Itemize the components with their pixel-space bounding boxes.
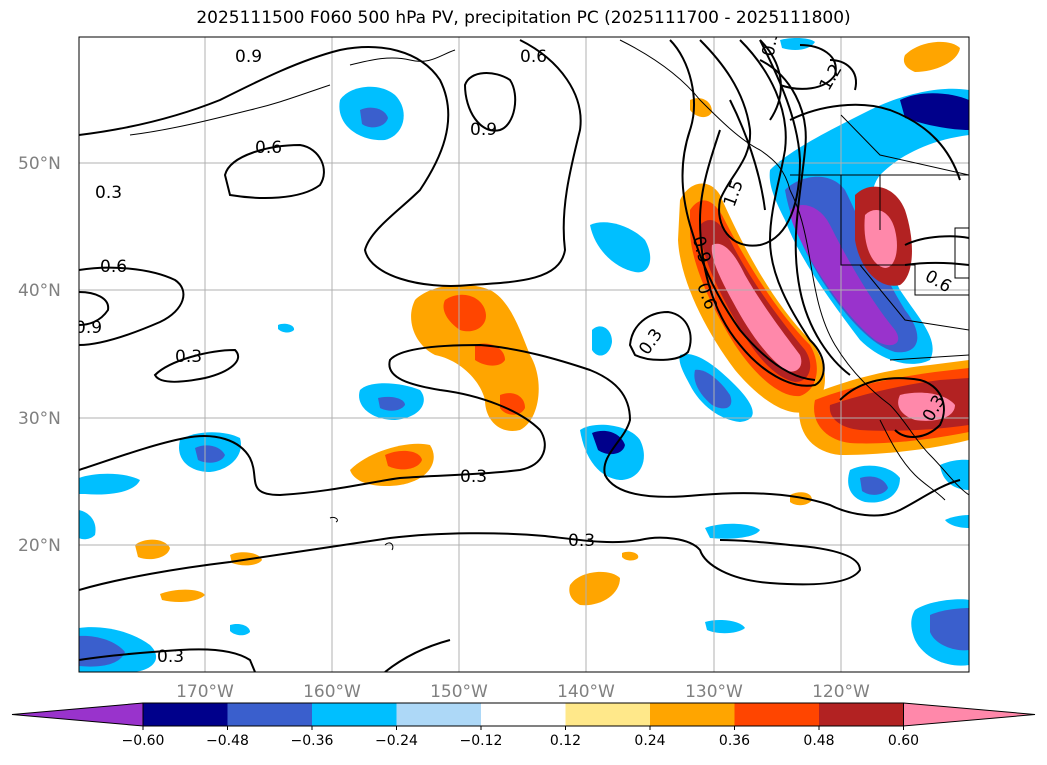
lon-label: 150°W xyxy=(430,682,488,702)
contour-label: 0.6 xyxy=(520,47,547,67)
contour-label: 0.3 xyxy=(157,647,184,667)
colorbar-tick-label: 0.12 xyxy=(550,733,581,749)
colorbar-segment xyxy=(396,703,482,726)
contour-label: 0.6 xyxy=(100,257,127,277)
contour-label: 0.9 xyxy=(470,120,497,140)
contour-label: 0.3 xyxy=(175,347,202,367)
colorbar-segment xyxy=(481,703,566,726)
colorbar-tick-label: −0.48 xyxy=(206,733,249,749)
colorbar-extend-high xyxy=(903,702,1036,727)
colorbar-segment xyxy=(565,703,651,726)
contour-label: 0.3 xyxy=(95,183,122,203)
colorbar-segment xyxy=(819,703,904,726)
colorbar-tick-label: −0.36 xyxy=(291,733,334,749)
colorbar-tick-label: −0.60 xyxy=(122,733,165,749)
colorbar-tick-label: 0.60 xyxy=(888,733,919,749)
map-frame xyxy=(78,36,970,673)
colorbar-tick-label: 0.36 xyxy=(719,733,750,749)
colorbar-segment xyxy=(734,703,820,726)
contour-label: 0.3 xyxy=(460,467,487,487)
contour-label: 0.6 xyxy=(255,138,282,158)
colorbar-tick-label: 0.24 xyxy=(634,733,665,749)
colorbar-segment xyxy=(143,703,228,726)
lat-label: 30°N xyxy=(18,409,61,429)
map-title: 2025111500 F060 500 hPa PV, precipitatio… xyxy=(196,8,851,28)
latitude-labels: 50°N 40°N 30°N 20°N xyxy=(18,154,61,556)
contour-label: 0.3 xyxy=(568,531,595,551)
lon-label: 170°W xyxy=(176,682,234,702)
lon-label: 160°W xyxy=(303,682,361,702)
colorbar-tick-label: −0.24 xyxy=(375,733,418,749)
lon-label: 140°W xyxy=(557,682,615,702)
lon-label: 120°W xyxy=(812,682,870,702)
colorbar-segment xyxy=(650,703,735,726)
colorbar-tick-label: 0.48 xyxy=(803,733,834,749)
lat-label: 50°N xyxy=(18,154,61,174)
contour-label: 0.3 xyxy=(759,28,783,58)
colorbar: −0.60 −0.48 −0.36 −0.24 −0.12 0.12 0.24 0.36 0.4… xyxy=(11,702,1036,749)
coastlines xyxy=(129,39,969,551)
map-panel: 0.9 0.6 0.9 0.6 0.3 0.6 0.9 0.3 0.3 0.3 … xyxy=(75,28,970,673)
colorbar-tick-label: −0.12 xyxy=(460,733,503,749)
pv-contours xyxy=(79,39,969,672)
colorbar-extend-low xyxy=(11,702,144,727)
colorbar-outline xyxy=(142,702,904,727)
colorbar-segment xyxy=(312,703,397,726)
lon-label: 130°W xyxy=(685,682,743,702)
contour-label: 0.9 xyxy=(235,47,262,67)
longitude-labels: 170°W 160°W 150°W 140°W 130°W 120°W xyxy=(176,682,870,702)
lat-label: 20°N xyxy=(18,536,61,556)
colorbar-segment xyxy=(227,703,313,726)
lat-label: 40°N xyxy=(18,281,61,301)
contour-label: 0.9 xyxy=(75,318,102,338)
